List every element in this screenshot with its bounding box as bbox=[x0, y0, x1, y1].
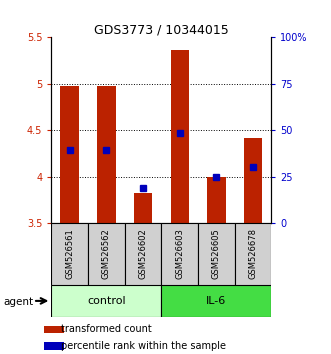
Text: GSM526678: GSM526678 bbox=[249, 228, 258, 280]
Bar bbox=[125, 223, 161, 285]
Bar bbox=[88, 223, 125, 285]
Bar bbox=[51, 285, 161, 317]
Bar bbox=[170, 50, 189, 223]
Text: agent: agent bbox=[3, 297, 33, 307]
Bar bbox=[44, 342, 64, 350]
Text: IL-6: IL-6 bbox=[206, 296, 226, 306]
Text: GSM526562: GSM526562 bbox=[102, 229, 111, 279]
Text: GSM526602: GSM526602 bbox=[138, 229, 148, 279]
Bar bbox=[198, 223, 235, 285]
Bar bbox=[161, 223, 198, 285]
Text: transformed count: transformed count bbox=[61, 324, 152, 334]
Text: GSM526561: GSM526561 bbox=[65, 229, 74, 279]
Bar bbox=[244, 138, 262, 223]
Bar bbox=[161, 285, 271, 317]
Text: GSM526603: GSM526603 bbox=[175, 229, 184, 279]
Bar bbox=[61, 86, 79, 223]
Text: GSM526605: GSM526605 bbox=[212, 229, 221, 279]
Text: control: control bbox=[87, 296, 126, 306]
Bar bbox=[44, 326, 64, 333]
Bar bbox=[207, 177, 225, 223]
Bar bbox=[51, 223, 88, 285]
Bar bbox=[97, 86, 116, 223]
Title: GDS3773 / 10344015: GDS3773 / 10344015 bbox=[94, 23, 229, 36]
Bar bbox=[134, 193, 152, 223]
Bar bbox=[235, 223, 271, 285]
Text: percentile rank within the sample: percentile rank within the sample bbox=[61, 341, 226, 350]
